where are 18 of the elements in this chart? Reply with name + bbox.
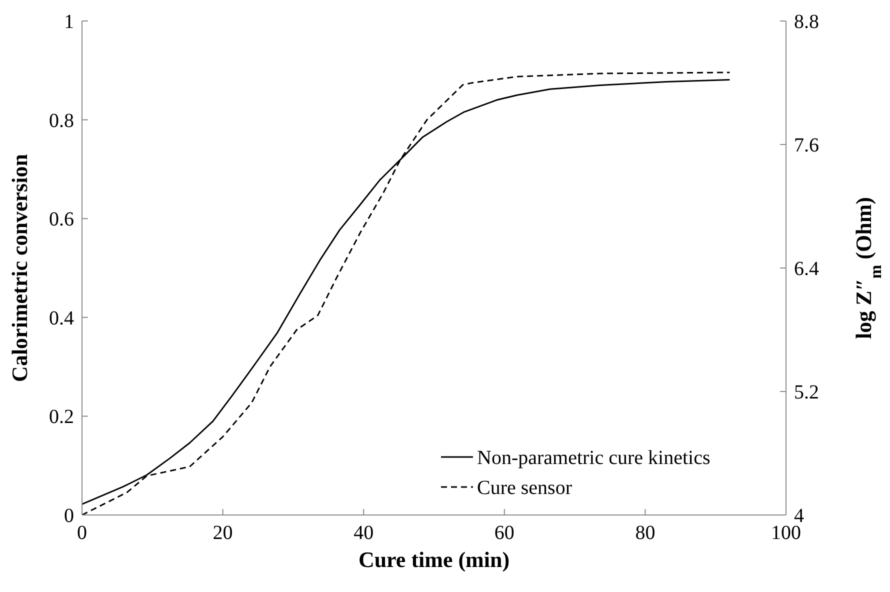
y2-tick-label: 6.4 <box>794 258 819 280</box>
legend-label: Cure sensor <box>477 477 572 499</box>
legend-label: Non-parametric cure kinetics <box>477 447 710 469</box>
y2-tick-label: 8.8 <box>794 11 819 33</box>
y2-tick-label: 7.6 <box>794 134 819 156</box>
y-tick-label: 1 <box>64 11 74 33</box>
y-tick-label: 0.4 <box>49 307 74 330</box>
y-tick-label: 0 <box>64 505 74 527</box>
y-axis-title: Calorimetric conversion <box>7 154 32 382</box>
y-tick-label: 0.2 <box>49 406 74 428</box>
x-tick-label: 40 <box>354 522 374 544</box>
x-axis-title: Cure time (min) <box>358 547 510 572</box>
x-tick-label: 20 <box>212 522 233 544</box>
y-tick-label: 0.6 <box>49 208 74 231</box>
x-tick-label: 80 <box>635 522 656 544</box>
y2-tick-label: 5.2 <box>794 382 819 404</box>
y-tick-label: 0.8 <box>49 110 74 132</box>
x-tick-label: 60 <box>494 522 514 544</box>
